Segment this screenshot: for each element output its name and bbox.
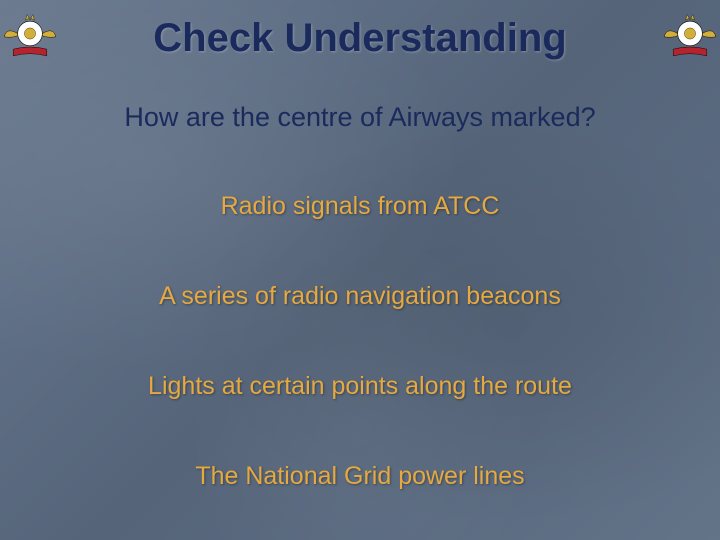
answer-option-4[interactable]: The National Grid power lines (0, 462, 720, 491)
answer-option-3[interactable]: Lights at certain points along the route (0, 372, 720, 401)
answer-option-1[interactable]: Radio signals from ATCC (0, 192, 720, 221)
slide: Check Understanding How are the centre o… (0, 0, 720, 540)
slide-question: How are the centre of Airways marked? (0, 102, 720, 133)
slide-title: Check Understanding (0, 16, 720, 61)
answer-option-2[interactable]: A series of radio navigation beacons (0, 282, 720, 311)
